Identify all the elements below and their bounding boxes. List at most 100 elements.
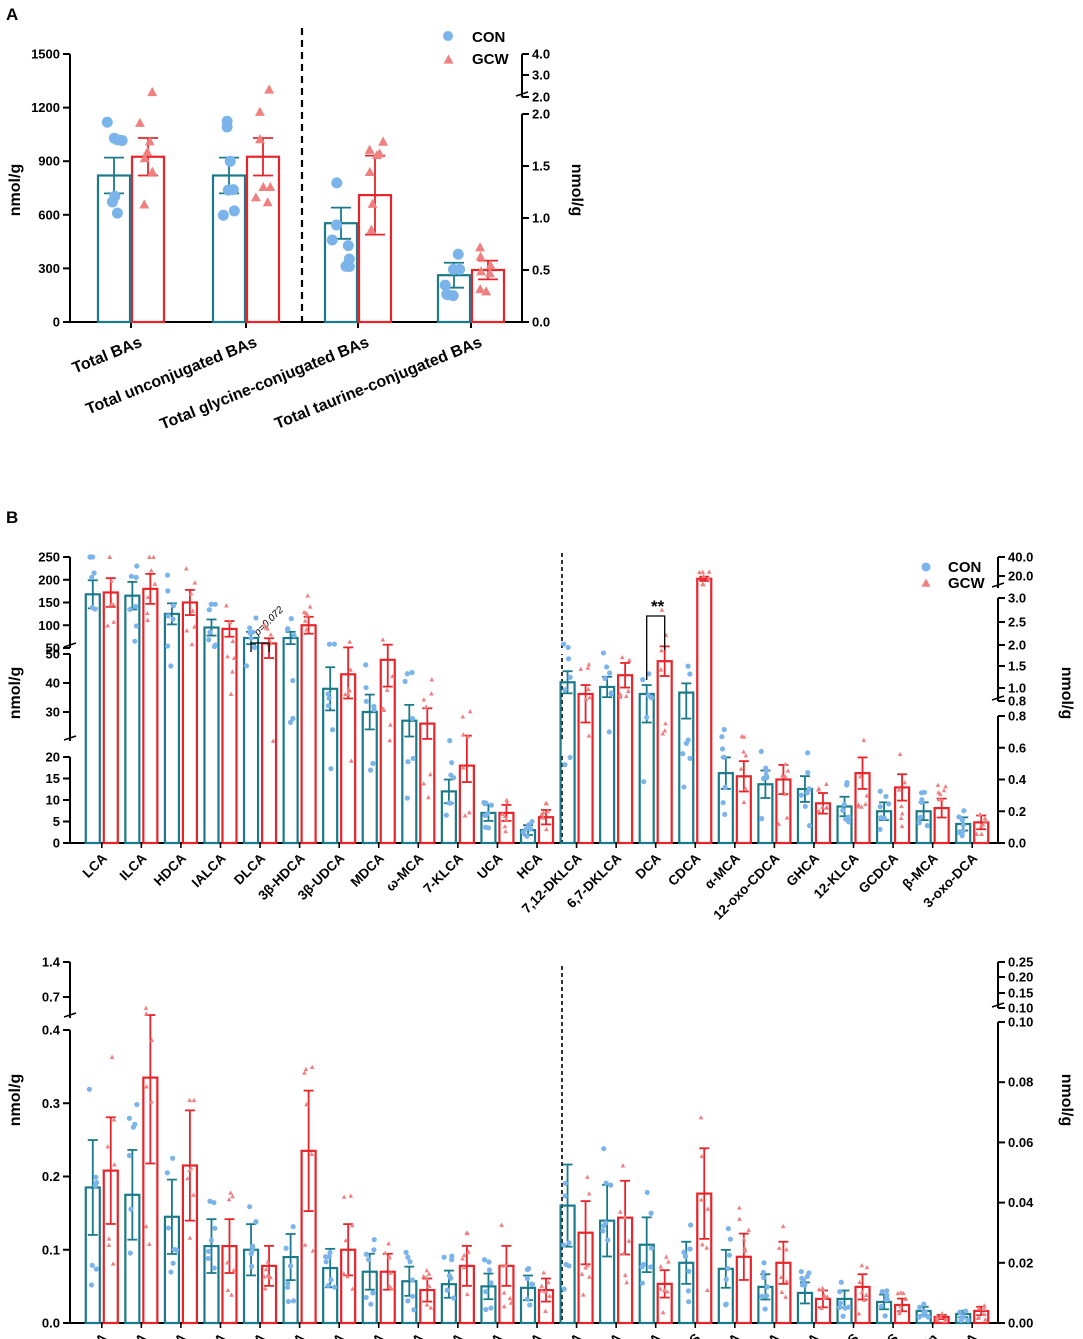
panel-a-point-con [454, 263, 466, 275]
panel-b-lower-category-label: DHCA [309, 1330, 347, 1339]
panel-a-point-con [221, 121, 233, 133]
panel-b-lower-right-tick-label: 0.15 [1008, 986, 1033, 1001]
panel-b-upper-point-con [409, 715, 416, 722]
panel-b-upper-point-gcw [586, 733, 592, 738]
panel-b-lower-point-con [561, 1242, 567, 1248]
panel-b-lower-point-con [205, 1255, 211, 1262]
panel-b-lower-point-con [127, 1250, 133, 1256]
panel-b-lower-point-gcw [783, 1294, 788, 1299]
panel-b-upper-left-tick-label: 20 [46, 750, 60, 765]
panel-b-lower-point-con [328, 1277, 334, 1283]
panel-b-upper-point-con [567, 754, 573, 761]
panel-b-lower-point-gcw [700, 1242, 705, 1247]
panel-b-lower-category-label: 3β-DCA [143, 1330, 189, 1339]
panel-b-lower-point-con [126, 1152, 133, 1159]
panel-b-lower-point-gcw [187, 1097, 192, 1103]
panel-b-upper-point-con [409, 669, 415, 676]
panel-b-upper-point-con [877, 826, 883, 833]
panel-b-upper-point-con [721, 754, 727, 760]
panel-b-lower-point-con [363, 1294, 369, 1301]
panel-b-upper-point-con [566, 656, 572, 662]
panel-b-lower-point-gcw [580, 1292, 586, 1297]
panel-b-lower-point-con [483, 1289, 489, 1295]
panel-b-upper-point-gcw [192, 580, 198, 585]
panel-b-upper-point-con [290, 677, 296, 684]
panel-b-lower-point-con [561, 1286, 567, 1292]
panel-b-upper-point-con [132, 638, 138, 644]
panel-b-upper-point-con [485, 825, 492, 831]
panel-b-lower-point-con [164, 1170, 170, 1176]
panel-b-lower-point-con [566, 1240, 572, 1246]
panel-b-lower-category-label: TCDCA [66, 1330, 110, 1339]
panel-a-point-gcw [142, 146, 153, 156]
panel-b-upper-point-gcw [462, 813, 468, 818]
panel-b-lower-point-con [290, 1224, 296, 1230]
panel-b-upper-point-con [956, 814, 962, 820]
panel-b-upper-point-gcw [663, 721, 668, 726]
panel-b-lower-point-gcw [664, 1254, 669, 1259]
panel-b-upper-point-gcw [184, 628, 190, 633]
panel-b-upper-con-bar [203, 626, 220, 845]
panel-b-upper-point-gcw [863, 801, 868, 807]
panel-b-upper-category-label: 7-KLCA [420, 850, 466, 896]
panel-b-upper-point-con [164, 572, 171, 578]
panel-b-upper-point-con [527, 826, 534, 832]
panel-b-lower-category-label: LCA-3S [817, 1331, 862, 1339]
panel-b-lower-point-con [648, 1264, 654, 1270]
panel-b-lower-point-gcw [620, 1163, 626, 1168]
panel-a-right-tick-label: 0.5 [532, 263, 550, 278]
panel-b-upper-point-con [206, 607, 212, 613]
panel-b-upper-point-con [919, 797, 925, 803]
panel-b-lower-point-con [884, 1292, 890, 1299]
panel-b-lower-point-con [247, 1204, 253, 1210]
panel-b-upper-point-con [877, 804, 883, 810]
panel-b-upper-point-con [924, 823, 930, 829]
panel-b-lower-point-con [405, 1298, 411, 1304]
panel-b-upper-right-tick-label: 0.6 [1008, 740, 1026, 755]
panel-b-lower-point-gcw [982, 1303, 987, 1308]
panel-b-lower-category-label: TLCA [746, 1330, 782, 1339]
panel-b-upper-point-con [526, 822, 532, 828]
panel-b-lower-point-gcw [143, 1005, 149, 1010]
panel-b-upper-gcw-bar [340, 673, 357, 845]
panel-b-upper-point-con [802, 803, 808, 810]
panel-b-lower-point-gcw [341, 1194, 347, 1199]
panel-b-lower-point-gcw [624, 1280, 630, 1285]
panel-b-upper-point-gcw [429, 691, 434, 696]
panel-b-upper-point-con [165, 643, 171, 649]
panel-b-upper-point-con [290, 715, 296, 722]
panel-b-upper-right-ylabel: nmol/g [1058, 667, 1075, 719]
panel-b-upper-point-gcw [151, 554, 156, 559]
panel-a-legend: CON GCW [443, 29, 510, 68]
panel-a-point-con [217, 209, 229, 221]
panel-b-lower-point-con [562, 1180, 569, 1186]
panel-b-upper-point-gcw [387, 737, 393, 743]
panel-b-lower-point-gcw [981, 1311, 987, 1316]
panel-b-lower-point-con [527, 1302, 533, 1308]
panel-b-lower-point-con [761, 1260, 767, 1266]
panel-b-upper-point-gcw [783, 761, 788, 766]
panel-b-lower-point-gcw [898, 1290, 904, 1295]
panel-b-upper-point-con [959, 817, 966, 823]
panel-b-upper-con-bar [559, 681, 576, 845]
panel-b-upper-point-con [760, 775, 767, 782]
panel-b-lower-point-con [88, 1282, 95, 1288]
panel-b-lower-left-ylabel: nmol/g [7, 1074, 24, 1126]
panel-b-lower-point-con [608, 1182, 614, 1188]
panel-b-upper-point-gcw [627, 657, 632, 663]
panel-b-lower-point-con [600, 1228, 606, 1234]
panel-b-lower-point-con [601, 1146, 607, 1152]
panel-b-lower-point-con [603, 1220, 609, 1226]
panel-b-upper-point-con [134, 563, 140, 569]
panel-a-right-axis-break [515, 91, 529, 97]
panel-b-upper-point-con [89, 574, 95, 580]
panel-b-upper-point-con [404, 795, 410, 801]
panel-b-upper-point-gcw [706, 569, 712, 574]
panel-a-right-tick-label: 2.0 [532, 107, 550, 122]
panel-b-upper-point-gcw [935, 782, 941, 787]
panel-b-upper-point-con [326, 641, 333, 647]
panel-b-upper-point-con [720, 800, 726, 806]
panel-b-upper-right-tick-label: 0.4 [1008, 772, 1027, 787]
panel-b-lower-point-con [916, 1314, 922, 1320]
panel-a-point-con [330, 219, 342, 231]
